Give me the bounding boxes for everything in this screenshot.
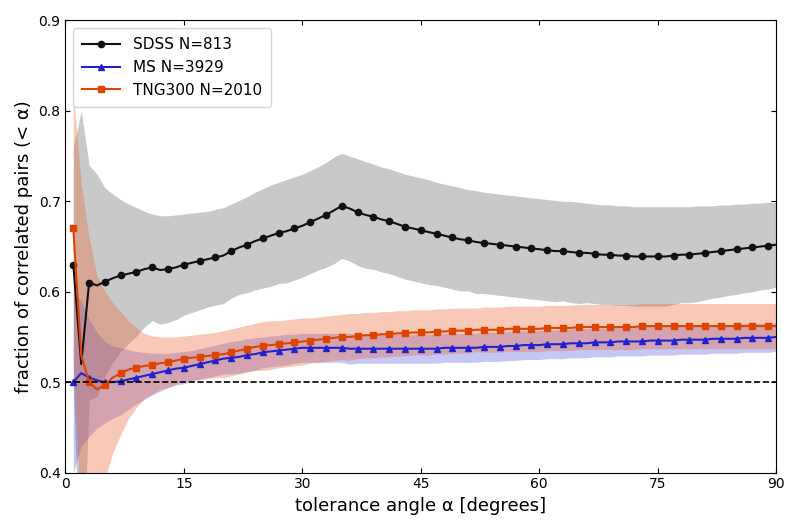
MS N=3929 (740, 334, 750, 341)
Y-axis label: fraction of correlated pairs (< α): fraction of correlated pairs (< α) (15, 100, 33, 393)
TNG300 N=2010 (566, 325, 576, 331)
MS N=3929 (669, 338, 678, 344)
MS N=3929 (282, 347, 291, 353)
Line: SDSS N=813: SDSS N=813 (70, 203, 779, 367)
Line: TNG300 N=2010: TNG300 N=2010 (70, 225, 779, 393)
SDSS N=813 (290, 225, 299, 232)
MS N=3929 (653, 338, 662, 344)
TNG300 N=2010 (661, 323, 670, 329)
X-axis label: tolerance angle α [degrees]: tolerance angle α [degrees] (295, 497, 546, 515)
TNG300 N=2010 (748, 323, 758, 329)
TNG300 N=2010 (677, 323, 686, 329)
SDSS N=813 (171, 264, 181, 270)
SDSS N=813 (69, 261, 78, 268)
MS N=3929 (558, 341, 568, 347)
MS N=3929 (771, 334, 781, 340)
MS N=3929 (163, 367, 173, 374)
SDSS N=813 (337, 202, 346, 209)
SDSS N=813 (669, 252, 678, 259)
Legend: SDSS N=813, MS N=3929, TNG300 N=2010: SDSS N=813, MS N=3929, TNG300 N=2010 (73, 28, 271, 107)
SDSS N=813 (771, 242, 781, 248)
TNG300 N=2010 (69, 225, 78, 232)
SDSS N=813 (685, 252, 694, 258)
SDSS N=813 (755, 243, 765, 250)
SDSS N=813 (574, 250, 583, 256)
SDSS N=813 (77, 361, 86, 367)
TNG300 N=2010 (771, 323, 781, 329)
MS N=3929 (69, 379, 78, 385)
TNG300 N=2010 (290, 339, 299, 346)
TNG300 N=2010 (92, 386, 102, 393)
Line: MS N=3929: MS N=3929 (70, 334, 779, 385)
TNG300 N=2010 (171, 357, 181, 364)
